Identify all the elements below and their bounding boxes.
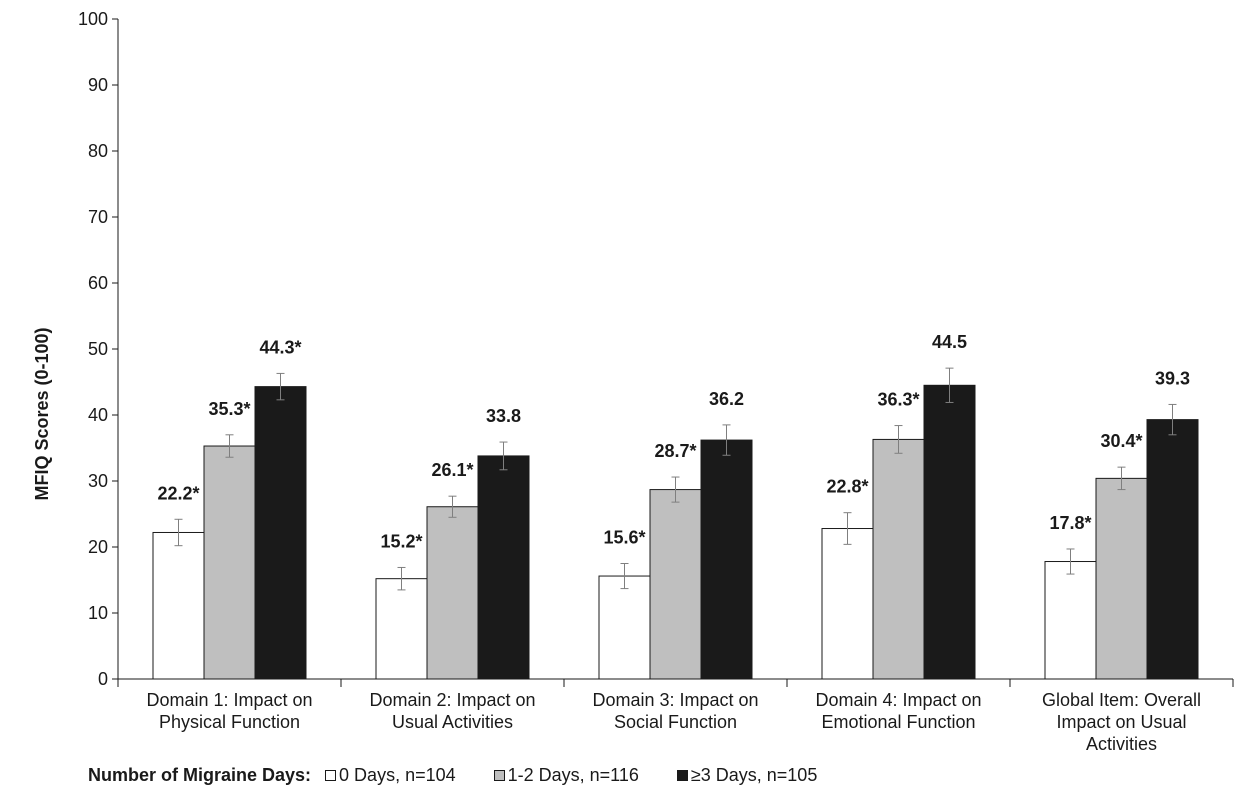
y-tick-label: 60 [88, 273, 108, 293]
x-tick-label: Domain 1: Impact on Physical Function [146, 690, 312, 732]
data-label: 28.7* [654, 441, 696, 461]
y-axis-title: MFIQ Scores (0-100) [32, 327, 52, 500]
data-labels: 22.2* 15.2* 15.6* 22.8* 17.8* 35.3* 26.1* 28.7*… [157, 332, 1190, 551]
bars [152, 367, 1199, 680]
y-tick-label: 40 [88, 405, 108, 425]
data-label: 33.8 [486, 406, 521, 426]
y-tick-label: 80 [88, 141, 108, 161]
legend-item-0-days: 0 Days, n=104 [325, 765, 456, 786]
x-tick-label: Domain 3: Impact on Social Function [592, 690, 758, 732]
bar [700, 439, 753, 680]
bar [152, 531, 205, 680]
y-tick-label: 20 [88, 537, 108, 557]
y-tick-label: 0 [98, 669, 108, 689]
data-label: 36.3* [877, 390, 919, 410]
bar [872, 438, 925, 680]
bar [1095, 477, 1148, 680]
legend-item-3-plus-days: ≥3 Days, n=105 [676, 764, 818, 786]
data-label: 30.4* [1100, 431, 1142, 451]
bar [426, 506, 479, 680]
data-label: 22.2* [157, 483, 199, 503]
bar [649, 489, 702, 680]
bar [598, 575, 651, 680]
x-tick-label: Domain 2: Impact on Usual Activities [369, 690, 535, 732]
data-label: 44.5 [932, 332, 967, 352]
bar [1044, 561, 1097, 680]
legend-label-1-2-days: 1-2 Days, n=116 [507, 764, 639, 785]
legend-title: Number of Migraine Days: [88, 764, 312, 785]
data-label: 35.3* [208, 399, 250, 419]
y-tick-label: 70 [88, 207, 108, 227]
legend-swatch-0-days [325, 769, 337, 781]
bar [477, 455, 530, 680]
y-tick-label: 90 [88, 75, 108, 95]
legend-swatch-3-plus-days [676, 769, 688, 781]
bar [254, 386, 307, 680]
data-label: 17.8* [1049, 513, 1091, 533]
legend-label-3-plus-days: ≥3 Days, n=105 [690, 764, 818, 785]
data-label: 26.1* [431, 460, 473, 480]
bar [203, 445, 256, 680]
y-tick-label: 100 [78, 9, 108, 29]
bar [375, 578, 428, 680]
data-label: 36.2 [709, 389, 744, 409]
data-label: 22.8* [826, 477, 868, 497]
y-axis: 0 10 20 30 40 50 60 70 80 90 100 [78, 9, 119, 689]
y-tick-label: 50 [88, 339, 108, 359]
legend-swatch-1-2-days [493, 769, 505, 781]
data-label: 39.3 [1155, 368, 1190, 388]
bar [923, 384, 976, 680]
data-label: 44.3* [259, 337, 301, 357]
x-axis: Domain 1: Impact on Physical Function Doma… [117, 678, 1234, 754]
x-tick-label: Domain 4: Impact on Emotional Function [815, 690, 981, 732]
bar [821, 528, 874, 680]
x-tick-label: Global Item: Overall Impact on Usual Activ… [1042, 690, 1201, 754]
y-tick-label: 10 [88, 603, 108, 623]
legend-label-0-days: 0 Days, n=104 [339, 764, 456, 785]
bar [1146, 419, 1199, 680]
y-tick-label: 30 [88, 471, 108, 491]
legend: Number of Migraine Days: 0 Days, n=104 1… [88, 762, 855, 788]
legend-item-1-2-days: 1-2 Days, n=116 [493, 764, 639, 786]
data-label: 15.2* [380, 531, 422, 551]
data-label: 15.6* [603, 528, 645, 548]
